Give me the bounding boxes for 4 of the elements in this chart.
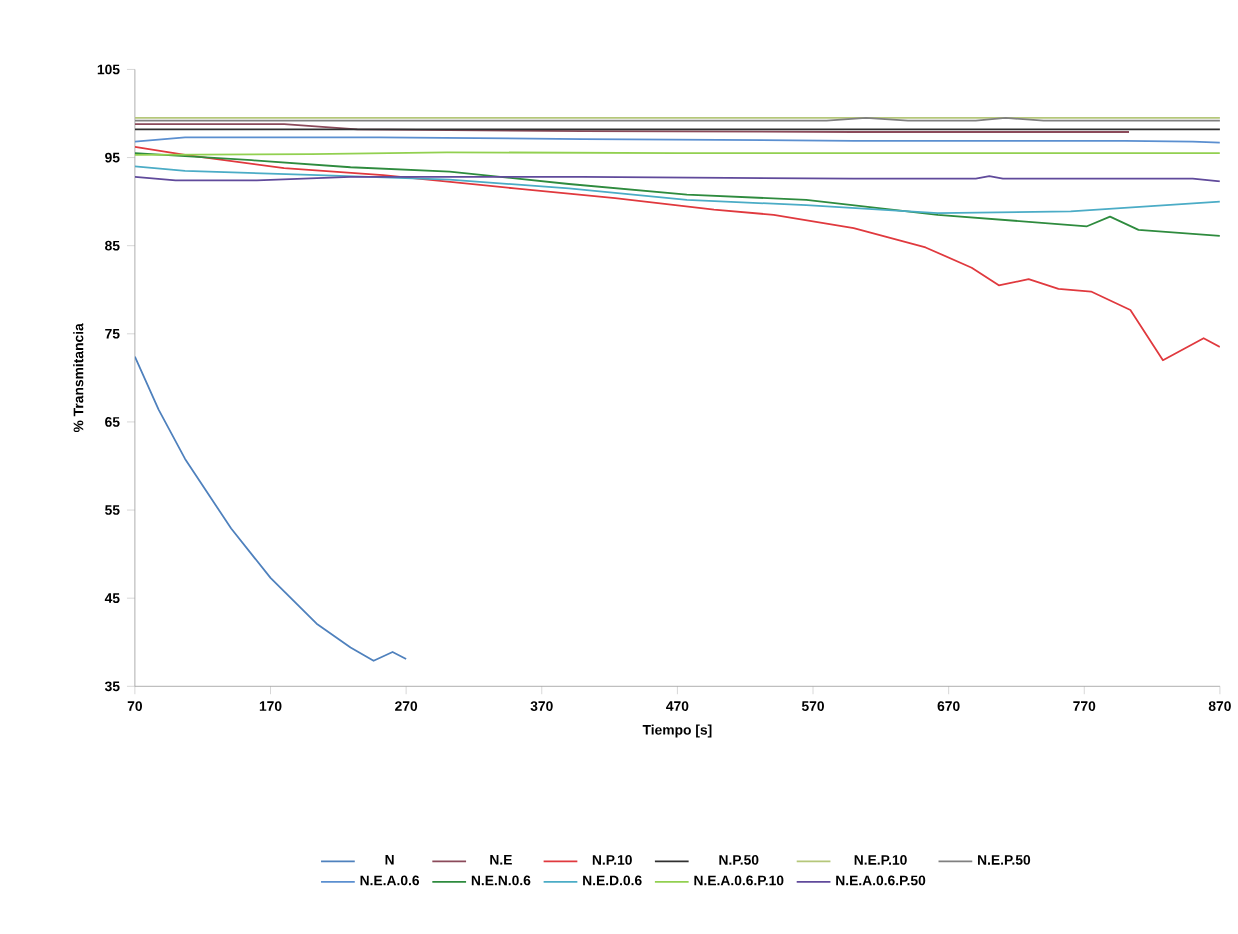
line-series <box>134 145 1220 362</box>
line-series <box>134 152 1220 237</box>
line-series <box>134 165 1220 214</box>
line-series <box>134 355 408 662</box>
